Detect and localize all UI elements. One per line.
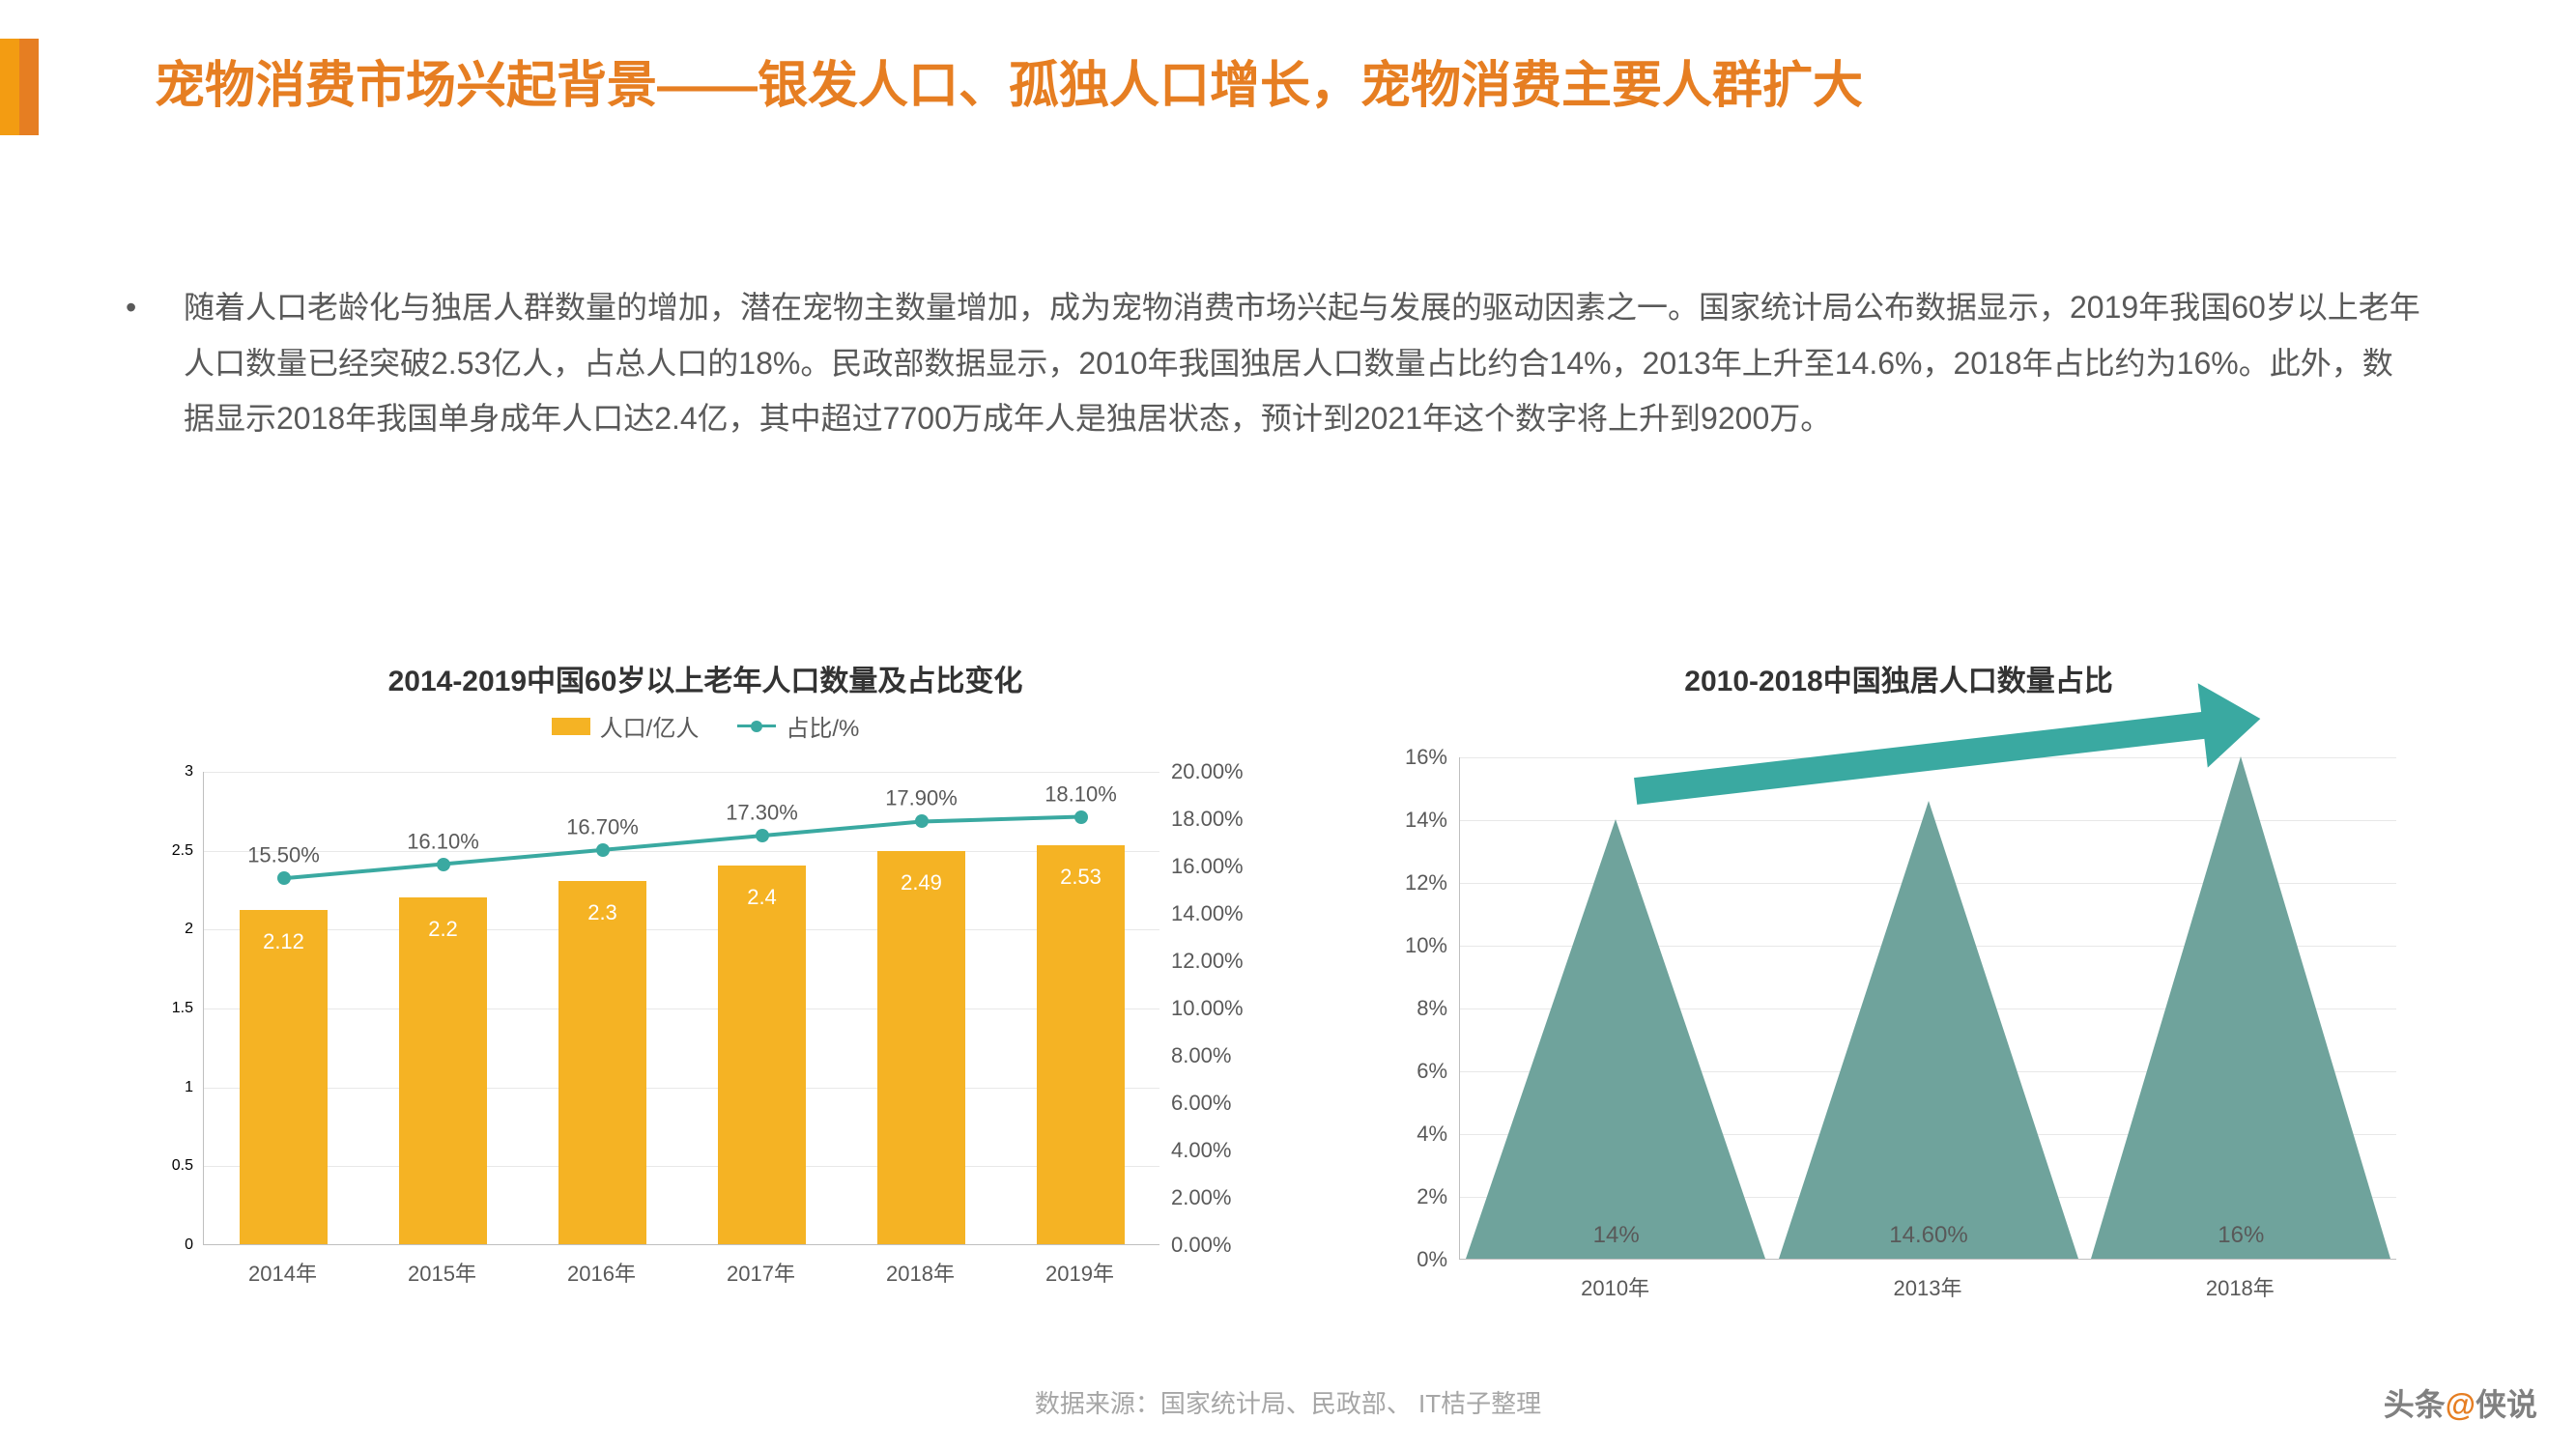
y-tick: 16% — [1405, 745, 1447, 770]
body-text-content: 随着人口老龄化与独居人群数量的增加，潜在宠物主数量增加，成为宠物消费市场兴起与发… — [155, 280, 2421, 447]
y2-tick: 6.00% — [1171, 1091, 1231, 1116]
page-title: 宠物消费市场兴起背景——银发人口、孤独人口增长，宠物消费主要人群扩大 — [155, 48, 2479, 124]
y2-tick: 8.00% — [1171, 1043, 1231, 1068]
chart2-plot-area: 14%14.60%16% — [1459, 757, 2396, 1260]
chart2-plot: 14%14.60%16% 0% 2% 4% 6% 8% 10% 12% 14% 16% 2010年 2… — [1372, 719, 2425, 1308]
x-tick: 2013年 — [1894, 1271, 1962, 1302]
watermark-name: 侠说 — [2476, 1387, 2537, 1422]
y2-tick: 16.00% — [1171, 854, 1244, 879]
chart-elderly-population: 2014-2019中国60岁以上老年人口数量及占比变化 人口/亿人 占比/% 2… — [135, 657, 1275, 1352]
line-point — [1074, 810, 1088, 824]
x-tick: 2010年 — [1581, 1271, 1649, 1302]
y1-tick: 2 — [185, 921, 193, 938]
legend-bar: 人口/亿人 — [552, 709, 700, 743]
watermark: 头条@侠说 — [2384, 1380, 2537, 1425]
chart1-plot-area: 2.122.22.32.42.492.5315.50%16.10%16.70%1… — [203, 772, 1159, 1245]
y-tick: 12% — [1405, 870, 1447, 895]
accent-bars — [0, 39, 39, 135]
source-text: 数据来源：国家统计局、民政部、 IT桔子整理 — [1035, 1384, 1541, 1420]
y2-tick: 10.00% — [1171, 996, 1244, 1021]
line-value-label: 17.90% — [885, 786, 958, 811]
line-value-label: 17.30% — [726, 801, 798, 826]
legend-bar-swatch — [552, 718, 590, 735]
line-value-label: 18.10% — [1045, 781, 1117, 807]
y1-tick: 0.5 — [172, 1157, 193, 1175]
y2-tick: 18.00% — [1171, 807, 1244, 832]
watermark-prefix: 头条 — [2384, 1387, 2446, 1422]
y1-tick: 3 — [185, 763, 193, 781]
y-tick: 8% — [1417, 996, 1447, 1021]
y-tick: 14% — [1405, 808, 1447, 833]
line-point — [915, 814, 929, 828]
y2-tick: 2.00% — [1171, 1185, 1231, 1210]
line-point — [756, 829, 769, 842]
chart-living-alone: 2010-2018中国独居人口数量占比 14%14.60%16% 0% 2% 4% 6%… — [1372, 657, 2425, 1352]
y1-tick: 0 — [185, 1236, 193, 1254]
y1-tick: 1.5 — [172, 1000, 193, 1017]
trend-arrow — [1460, 757, 2397, 1260]
body-paragraph: 随着人口老龄化与独居人群数量的增加，潜在宠物主数量增加，成为宠物消费市场兴起与发… — [155, 280, 2421, 447]
x-tick: 2019年 — [1045, 1257, 1114, 1288]
accent-bar-1 — [0, 39, 19, 135]
x-tick: 2016年 — [567, 1257, 636, 1288]
legend-line-label: 占比/% — [786, 709, 859, 743]
watermark-at: @ — [2446, 1387, 2476, 1422]
chart1-title: 2014-2019中国60岁以上老年人口数量及占比变化 — [135, 657, 1275, 699]
line-svg — [204, 772, 1160, 1245]
y2-tick: 14.00% — [1171, 901, 1244, 926]
y2-tick: 4.00% — [1171, 1138, 1231, 1163]
y-tick: 2% — [1417, 1184, 1447, 1209]
y1-tick: 2.5 — [172, 842, 193, 860]
chart1-plot: 2.122.22.32.42.492.5315.50%16.10%16.70%1… — [135, 753, 1275, 1293]
accent-bar-2 — [19, 39, 39, 135]
x-tick: 2018年 — [886, 1257, 955, 1288]
y2-tick: 0.00% — [1171, 1233, 1231, 1258]
legend-bar-label: 人口/亿人 — [600, 709, 700, 743]
line-value-label: 16.10% — [407, 829, 479, 854]
y1-tick: 1 — [185, 1079, 193, 1096]
line-point — [437, 858, 450, 871]
line-value-label: 16.70% — [566, 814, 639, 839]
chart1-legend: 人口/亿人 占比/% — [135, 709, 1275, 743]
chart2-title: 2010-2018中国独居人口数量占比 — [1372, 657, 2425, 699]
legend-line: 占比/% — [737, 709, 859, 743]
y-tick: 0% — [1417, 1247, 1447, 1272]
y-tick: 4% — [1417, 1122, 1447, 1147]
y-tick: 10% — [1405, 933, 1447, 958]
y-tick: 6% — [1417, 1059, 1447, 1084]
x-tick: 2018年 — [2206, 1271, 2275, 1302]
line-value-label: 15.50% — [247, 843, 320, 868]
y2-tick: 12.00% — [1171, 949, 1244, 974]
x-tick: 2017年 — [727, 1257, 795, 1288]
line-point — [596, 843, 610, 857]
x-tick: 2015年 — [408, 1257, 476, 1288]
line-point — [277, 871, 291, 885]
legend-line-swatch — [737, 724, 776, 727]
y2-tick: 20.00% — [1171, 759, 1244, 784]
x-tick: 2014年 — [248, 1257, 317, 1288]
